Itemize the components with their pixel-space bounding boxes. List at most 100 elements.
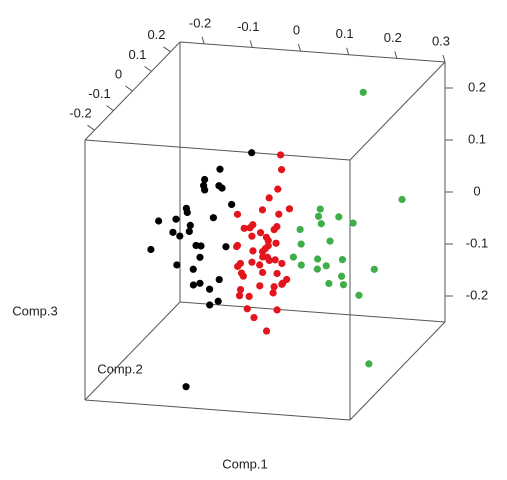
point (182, 383, 190, 391)
point (236, 259, 244, 268)
z-axis-label: Comp.3 (12, 303, 58, 318)
point (200, 182, 208, 190)
point (215, 275, 223, 284)
y-axis-label: Comp.2 (97, 361, 143, 376)
point (206, 301, 214, 309)
x-tick (394, 51, 398, 59)
point (297, 261, 305, 269)
point (173, 261, 181, 269)
y-tick (144, 65, 152, 72)
point (222, 243, 230, 251)
x-tick (442, 54, 446, 63)
point (256, 261, 264, 269)
y-tick (106, 105, 114, 112)
z-tick-label: 0 (473, 183, 480, 198)
point (277, 166, 286, 174)
point (262, 327, 271, 335)
point (228, 200, 236, 209)
point (240, 224, 248, 232)
point (273, 222, 281, 231)
point (205, 285, 214, 293)
point (172, 215, 180, 223)
box-edge (179, 41, 446, 63)
point (326, 237, 334, 245)
point (335, 213, 343, 221)
point (289, 253, 297, 261)
x-tick-label: 0.2 (384, 30, 402, 45)
point (314, 255, 322, 263)
point (265, 194, 273, 202)
point (322, 262, 330, 270)
point (245, 292, 253, 301)
point (216, 165, 224, 173)
point (314, 212, 323, 220)
point (248, 149, 256, 157)
y-tick-label: 0.2 (147, 27, 165, 42)
box-edge (179, 301, 446, 323)
box-edge (349, 61, 446, 161)
point (196, 279, 204, 287)
point (237, 269, 246, 277)
point (185, 227, 193, 236)
point (365, 360, 373, 368)
point (349, 219, 357, 227)
point (269, 289, 277, 297)
point (325, 279, 333, 288)
point (235, 292, 244, 300)
y-tick-label: -0.1 (88, 86, 110, 101)
point (209, 214, 217, 222)
point (186, 221, 194, 229)
point (275, 210, 283, 218)
point (278, 259, 286, 268)
z-tick-label: 0.2 (468, 79, 486, 94)
point (250, 313, 258, 322)
point (370, 265, 378, 273)
point (236, 285, 245, 294)
point (248, 232, 256, 240)
point (201, 175, 209, 184)
point (338, 256, 347, 264)
point (296, 225, 304, 234)
point (273, 269, 281, 278)
point (189, 265, 197, 273)
z-tick-label: -0.2 (466, 287, 488, 302)
x-tick-label: 0 (293, 23, 300, 38)
point (147, 245, 155, 254)
point (264, 242, 272, 250)
box-edge (84, 399, 351, 421)
point (317, 220, 325, 228)
point (285, 205, 294, 213)
point (278, 280, 286, 288)
box-edge (349, 321, 446, 421)
point (249, 247, 257, 255)
point (183, 208, 191, 217)
z-tick-label: 0.1 (468, 131, 486, 146)
point (258, 248, 267, 256)
point (316, 205, 324, 213)
point (233, 210, 242, 218)
y-tick (163, 46, 171, 53)
y-tick (125, 85, 133, 92)
point (337, 272, 346, 280)
point (258, 268, 267, 277)
point (215, 182, 223, 190)
point (233, 241, 242, 250)
point (155, 217, 163, 225)
point (398, 195, 406, 204)
point (265, 256, 273, 265)
y-tick-label: -0.2 (69, 106, 91, 121)
point (283, 275, 291, 284)
point (176, 232, 184, 240)
point (192, 241, 200, 250)
point (246, 224, 254, 232)
point (273, 306, 281, 314)
point (297, 240, 305, 248)
y-tick-label: 0.1 (128, 47, 146, 62)
point (355, 291, 363, 299)
point (256, 282, 264, 290)
point (169, 228, 177, 236)
point (274, 185, 282, 193)
x-tick (297, 43, 301, 52)
